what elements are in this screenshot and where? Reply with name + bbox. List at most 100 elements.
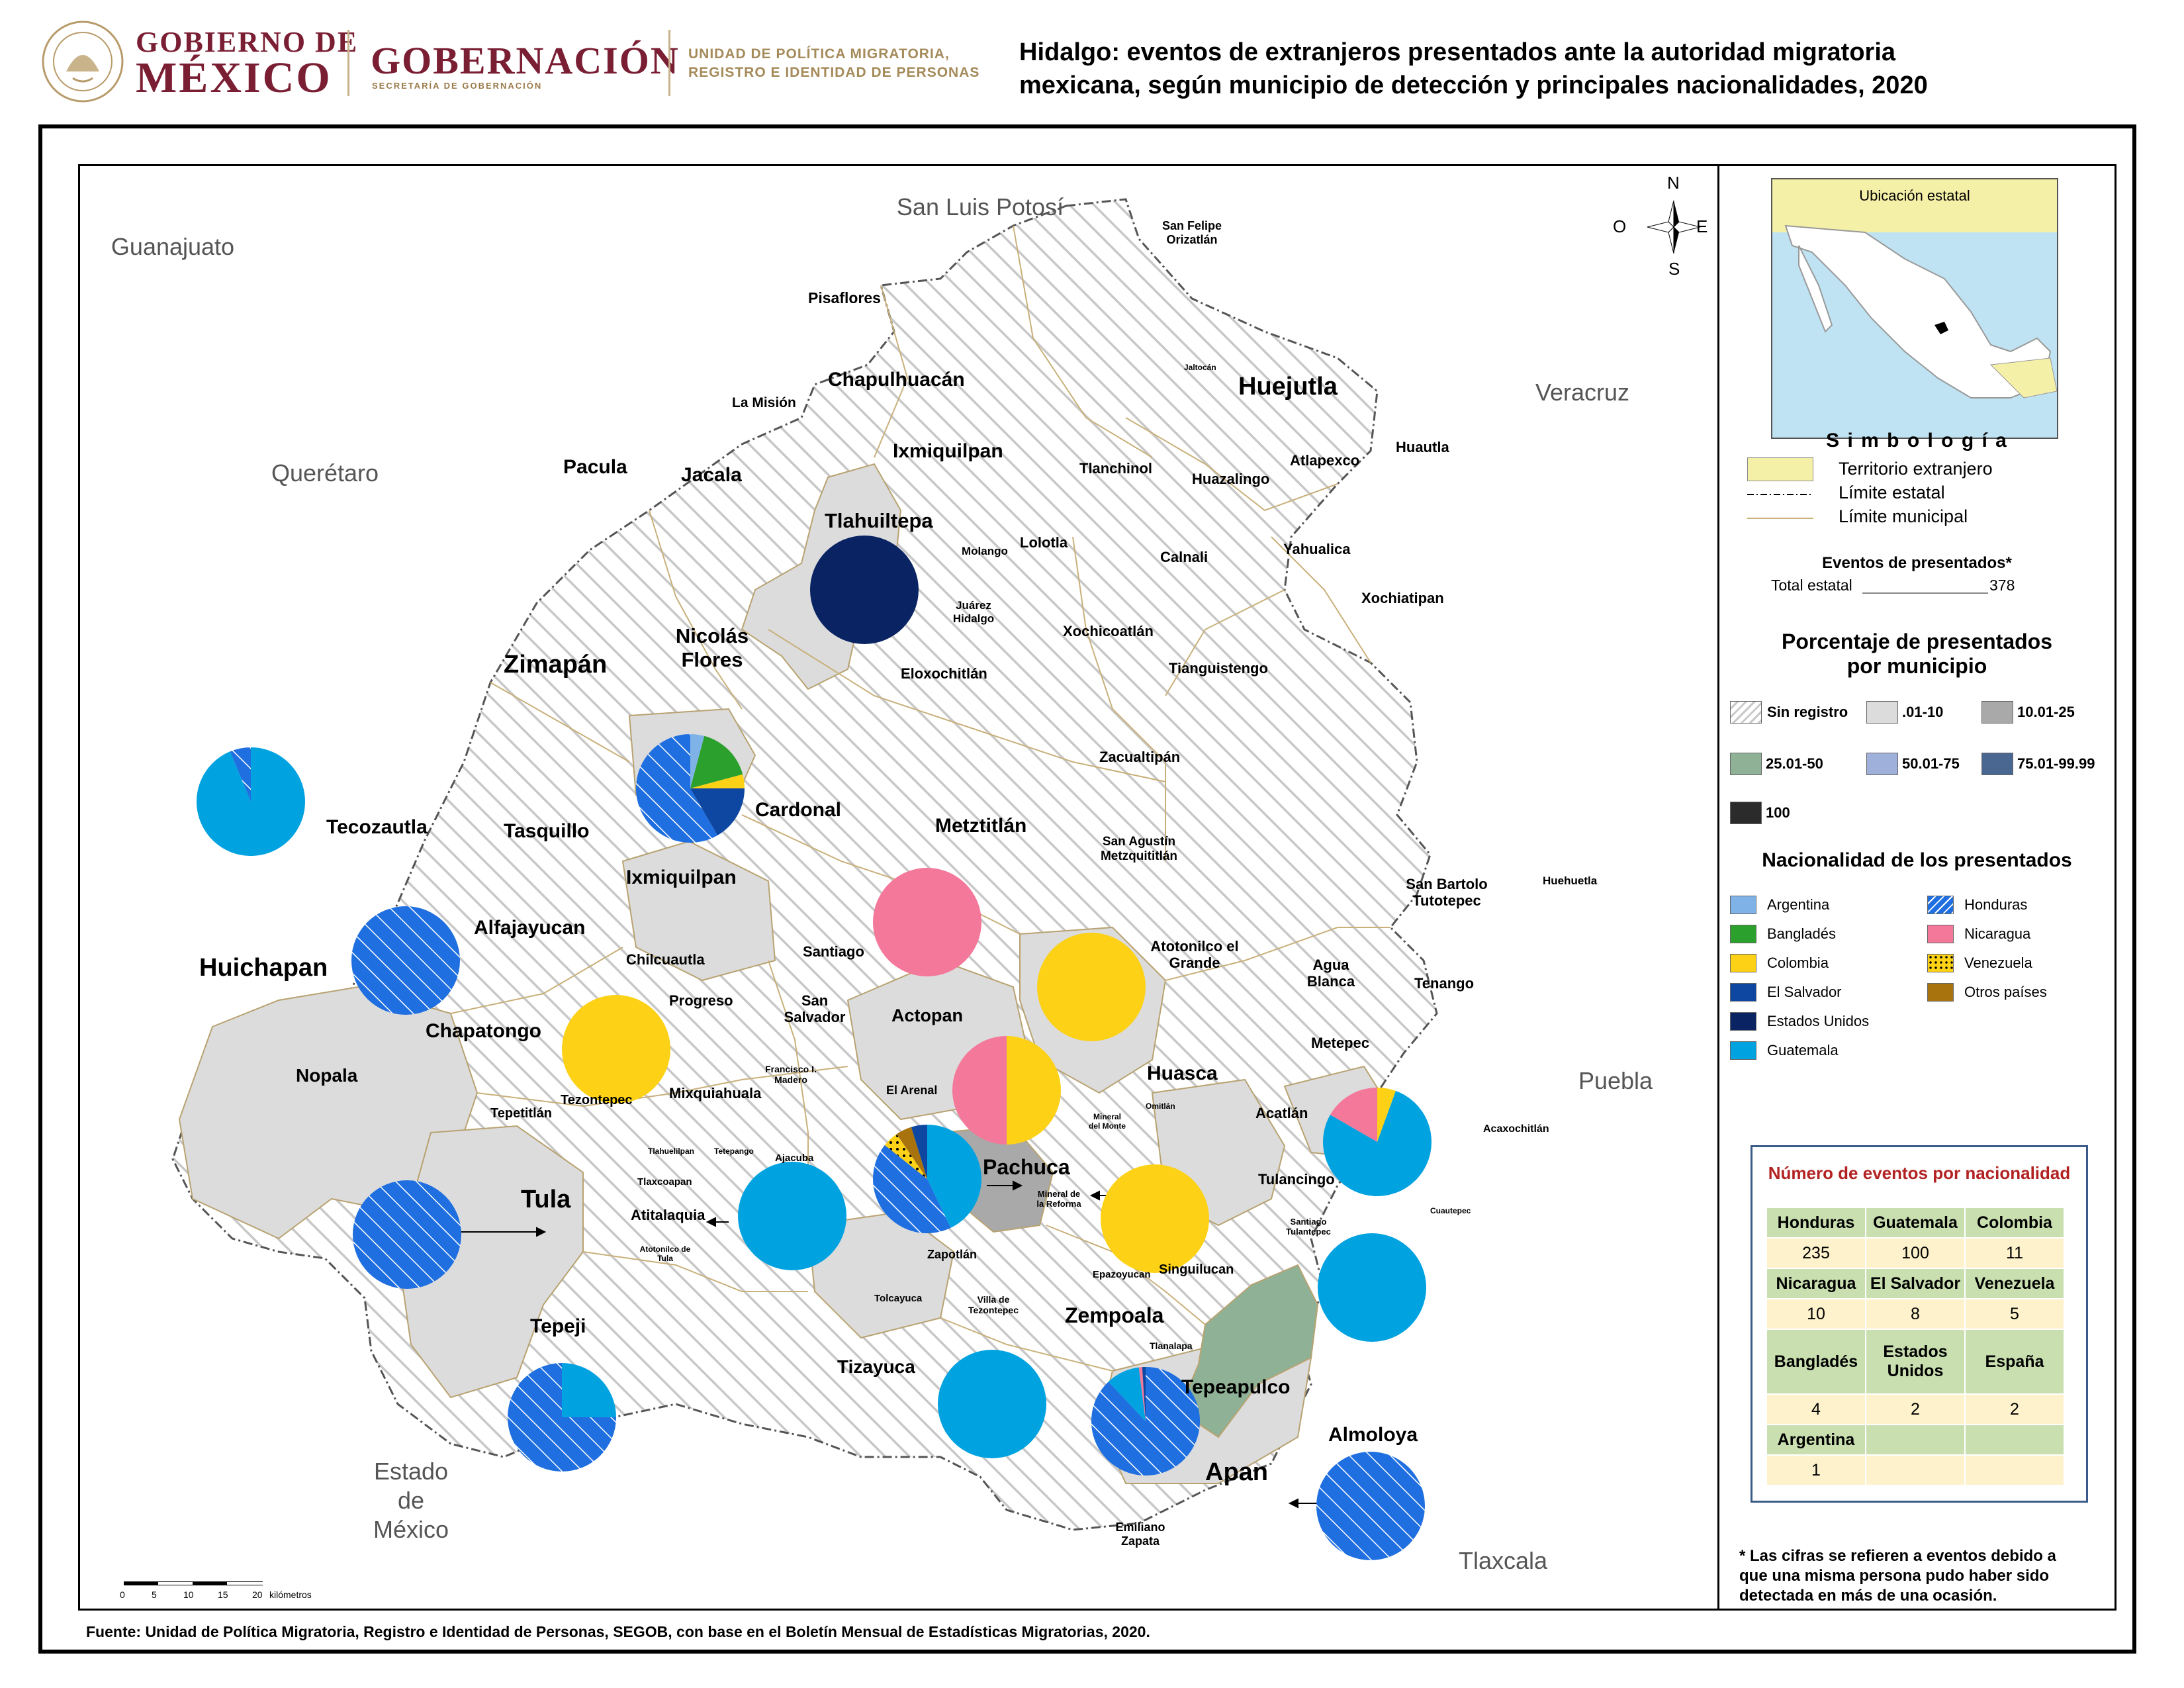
pie-slice xyxy=(884,1134,927,1179)
pie-slice xyxy=(353,1180,461,1289)
muni-huejutla: Huejutla xyxy=(1238,373,1338,400)
state-edomex-1: Estado xyxy=(373,1458,449,1485)
muni-acatlan: Acatlán xyxy=(1255,1105,1308,1121)
table-header-cell xyxy=(1865,1424,1966,1456)
muni-santiago: Santiago xyxy=(803,943,864,960)
pct-sin-registro-swatch xyxy=(1730,701,1762,724)
muni-san-agustin: San Agustín Metzquititlán xyxy=(1100,835,1178,863)
upm-line1: UNIDAD DE POLÍTICA MIGRATORIA, xyxy=(688,46,950,62)
nationality-table-box: Número de eventos por nacionalidad Hondu… xyxy=(1751,1145,2088,1503)
nat-label: Venezuela xyxy=(1964,955,2032,971)
muni-epazoyucan: Epazoyucan xyxy=(1093,1269,1151,1280)
page-title: Hidalgo: eventos de extranjeros presenta… xyxy=(1019,36,2171,102)
gobernacion-logo: GOBERNACIÓN xyxy=(371,39,680,82)
compass-o: O xyxy=(1613,216,1627,236)
compass-e: E xyxy=(1696,216,1708,236)
muni-tetepango: Tetepango xyxy=(714,1147,754,1156)
pie-slice xyxy=(1138,1367,1146,1421)
pct-75-99: 75.01-99.99 xyxy=(1981,753,2095,775)
nat-swatch xyxy=(1927,896,1954,914)
muni-mixquiahuala: Mixquiahuala xyxy=(669,1085,762,1102)
table-row: 1 xyxy=(1766,1454,2065,1486)
muni-omitlan: Omitlán xyxy=(1146,1102,1175,1111)
pct-sin-registro-label: Sin registro xyxy=(1767,704,1848,720)
scale-tick: 15 xyxy=(218,1589,228,1600)
nat-label: Guatemala xyxy=(1767,1042,1839,1058)
nationality-table: Honduras Guatemala Colombia 235 100 11 Nicarag… xyxy=(1766,1207,2065,1486)
table-value-cell: 5 xyxy=(1964,1298,2065,1330)
state-tlaxcala: Tlaxcala xyxy=(1458,1547,1548,1574)
coat-of-arms-icon xyxy=(42,21,124,103)
muni-singuilucan: Singuilucan xyxy=(1159,1262,1234,1277)
pct-50-75: 50.01-75 xyxy=(1866,753,1960,775)
table-value-cell xyxy=(1865,1454,1966,1486)
pct-25-50-label: 25.01-50 xyxy=(1766,755,1823,772)
nat-swatch xyxy=(1730,925,1756,943)
pie-cardonal xyxy=(636,734,745,843)
state-edomex-2: de xyxy=(397,1487,425,1514)
pie-slice xyxy=(562,995,670,1103)
compass-s: S xyxy=(1668,259,1680,279)
table-value-cell: 10 xyxy=(1766,1298,1866,1330)
muni-ajacuba: Ajacuba xyxy=(775,1152,814,1164)
pie-slice xyxy=(690,774,745,788)
nat-honduras: Honduras xyxy=(1927,896,2027,914)
muni-tlaxcoapan: Tlaxcoapan xyxy=(637,1176,692,1188)
muni-tizayuca: Tizayuca xyxy=(837,1356,915,1377)
pie-chapatongo xyxy=(562,995,670,1103)
table-title: Número de eventos por nacionalidad xyxy=(1768,1163,2071,1183)
pie-slice xyxy=(952,1036,1007,1145)
table-header-cell: Guatemala xyxy=(1865,1207,1966,1239)
scale-tick: 20 xyxy=(252,1589,263,1600)
muni-tasquillo: Tasquillo xyxy=(504,820,590,842)
hidalgo-locator-icon xyxy=(1934,322,1948,334)
muni-jaltocan: Jaltocán xyxy=(1184,363,1216,372)
pie-slice xyxy=(1330,1088,1377,1142)
pie-slice xyxy=(636,734,717,843)
table-value-cell xyxy=(1964,1454,2065,1486)
pct-50-75-swatch xyxy=(1866,753,1898,775)
pie-slice xyxy=(1377,1088,1396,1142)
table-header-cell: Estados Unidos xyxy=(1865,1329,1966,1395)
muni-tlahuiltepa: Tlahuiltepa xyxy=(825,509,933,532)
scale-unit: kilómetros xyxy=(269,1589,312,1600)
muni-el-arenal: El Arenal xyxy=(886,1084,938,1097)
pct-25-50-swatch xyxy=(1730,753,1762,775)
limite-estatal-label: Límite estatal xyxy=(1839,483,1945,502)
nat-swatch xyxy=(1730,983,1756,1002)
limite-estatal-line-icon xyxy=(1747,494,1813,495)
pct-title: Porcentaje de presentados por municipio xyxy=(1719,630,2115,679)
pie-apan xyxy=(1316,1452,1425,1560)
pct-25-50: 25.01-50 xyxy=(1730,753,1823,775)
muni-shape-tepeapulco xyxy=(1177,1264,1319,1438)
muni-shape-tula-tepeji xyxy=(396,1125,584,1399)
muni-metepec: Metepec xyxy=(1311,1035,1370,1051)
upm-line2: REGISTRO E IDENTIDAD DE PERSONAS xyxy=(688,65,980,80)
muni-jacala: Jacala xyxy=(681,464,742,486)
total-estatal-label: Total estatal xyxy=(1771,577,1852,594)
muni-chapulhuacan: Chapulhuacán xyxy=(828,369,965,391)
pie-slice xyxy=(1007,1036,1061,1145)
muni-pacula: Pacula xyxy=(563,456,627,478)
pct-title-2: por municipio xyxy=(1846,654,1987,678)
pct-10-25-label: 10.01-25 xyxy=(2017,704,2075,720)
nat-guatemala: Guatemala xyxy=(1730,1041,1839,1060)
table-value-cell: 4 xyxy=(1766,1393,1866,1425)
nat-label: Nicaragua xyxy=(1964,925,2031,942)
muni-tenango: Tenango xyxy=(1414,975,1475,992)
muni-francisco-madero: Francisco I. Madero xyxy=(765,1064,817,1086)
total-estatal-value: 378 xyxy=(1989,577,2015,594)
muni-yahualica: Yahualica xyxy=(1283,541,1351,557)
header-divider xyxy=(347,30,349,96)
pct-01-10: .01-10 xyxy=(1866,701,1943,724)
table-header-cell xyxy=(1964,1424,2065,1456)
muni-cardonal: Cardonal xyxy=(755,799,842,821)
nat-label: Otros países xyxy=(1964,984,2047,1000)
pie-slice xyxy=(562,1363,616,1417)
muni-acaxochitlan: Acaxochitlán xyxy=(1483,1123,1549,1135)
pct-title-1: Porcentaje de presentados xyxy=(1781,630,2053,653)
muni-zacualtipan: Zacualtipán xyxy=(1099,749,1181,765)
pie-slice xyxy=(690,734,705,788)
table-header-cell: Venezuela xyxy=(1964,1268,2065,1299)
muni-huazalingo: Huazalingo xyxy=(1192,471,1270,487)
